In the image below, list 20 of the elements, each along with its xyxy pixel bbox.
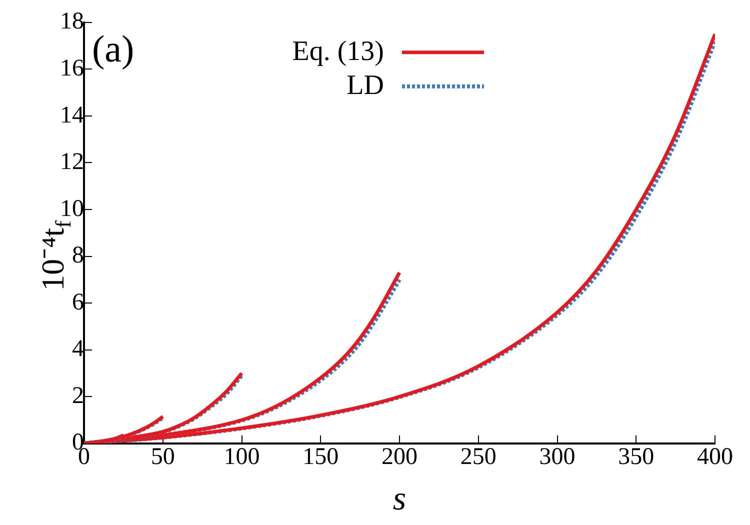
x-tick-label: 350 <box>618 444 654 470</box>
y-tick-label: 14 <box>60 102 84 128</box>
y-tick-label: 6 <box>72 289 84 316</box>
annotation: (a) <box>92 28 134 70</box>
x-tick-label: 250 <box>460 444 496 470</box>
x-axis-title: s <box>392 480 406 518</box>
y-tick-label: 2 <box>72 382 84 409</box>
x-tick-label: 50 <box>150 444 175 470</box>
x-tick-label: 150 <box>302 444 339 470</box>
x-tick-label: 300 <box>539 444 576 470</box>
y-tick-label: 18 <box>60 8 84 35</box>
y-tick-label: 10 <box>60 196 84 222</box>
x-tick-label: 200 <box>382 444 418 470</box>
legend-label: LD <box>346 70 384 101</box>
y-tick-label: 12 <box>60 149 84 176</box>
legend-label: Eq. (13) <box>292 36 384 67</box>
x-tick-label: 400 <box>697 444 733 470</box>
y-tick-label: 16 <box>60 55 84 82</box>
x-tick-label: 100 <box>224 444 260 470</box>
y-tick-label: 4 <box>72 336 84 362</box>
